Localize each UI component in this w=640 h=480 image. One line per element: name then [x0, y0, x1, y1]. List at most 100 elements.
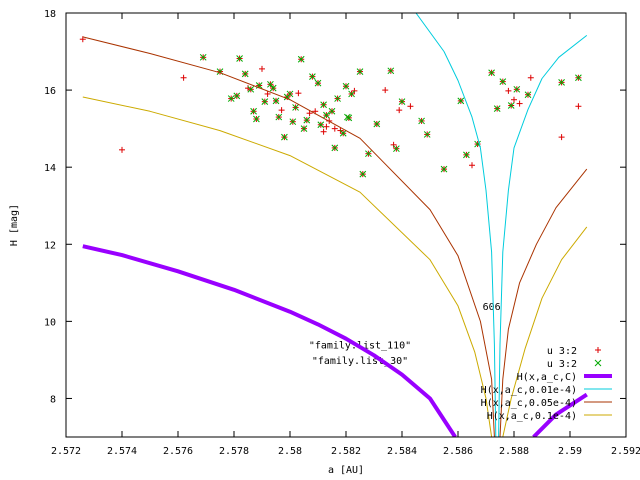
data-point-d2 — [513, 85, 521, 93]
legend-label: H(x,a_c,0.05e-4) — [481, 398, 577, 409]
plot-area — [79, 13, 588, 437]
x-tick-label: 2.586 — [443, 446, 473, 457]
data-point-d2 — [247, 85, 255, 93]
data-point — [396, 107, 403, 114]
data-point — [407, 103, 414, 110]
data-point — [511, 96, 517, 103]
data-point-d2 — [457, 97, 465, 105]
data-point-d2 — [286, 90, 294, 98]
data-point — [303, 116, 311, 124]
data-point — [320, 128, 327, 135]
series-1 — [199, 53, 582, 178]
data-point-d2 — [499, 78, 507, 85]
data-point — [382, 87, 389, 94]
data-point-d2 — [348, 90, 355, 98]
data-point — [440, 165, 448, 173]
x-tick-label: 2.592 — [611, 446, 640, 457]
data-point-d2 — [524, 91, 532, 99]
data-point — [331, 125, 338, 132]
plot-frame — [65, 12, 627, 438]
data-point — [356, 68, 364, 75]
series-4 — [82, 36, 588, 437]
data-point — [323, 111, 330, 119]
data-point — [595, 347, 601, 353]
data-point — [286, 90, 294, 98]
data-point — [527, 74, 534, 81]
data-point — [575, 74, 582, 82]
data-point-d2 — [236, 55, 243, 62]
x-tick-label: 2.58 — [278, 446, 302, 457]
annotation-label: 606 — [483, 302, 501, 313]
series-line — [499, 168, 588, 437]
data-point-d2 — [303, 116, 311, 124]
series-5 — [82, 96, 588, 437]
data-point — [264, 90, 271, 97]
data-point — [281, 133, 288, 141]
x-tick-label: 2.588 — [499, 446, 529, 457]
data-point — [292, 104, 299, 111]
data-point-d2 — [507, 102, 515, 109]
data-point — [250, 107, 257, 115]
data-point-d2 — [359, 170, 367, 178]
data-point-d2 — [440, 165, 448, 173]
data-point-d2 — [250, 107, 257, 115]
y-tick-label: 14 — [44, 163, 56, 174]
data-point — [236, 55, 243, 62]
data-point — [342, 82, 350, 90]
data-point — [297, 55, 305, 63]
data-point-d2 — [488, 69, 495, 77]
data-point — [463, 151, 470, 159]
y-tick-label: 12 — [44, 240, 56, 251]
data-point — [334, 95, 341, 102]
data-point — [320, 101, 327, 109]
data-point — [393, 145, 400, 153]
data-point — [259, 65, 265, 72]
data-point-d2 — [423, 131, 431, 138]
data-point-d2 — [281, 133, 288, 141]
data-point — [331, 144, 339, 152]
data-point — [278, 107, 285, 114]
data-point — [499, 78, 507, 85]
data-point-d2 — [272, 97, 280, 105]
data-point — [267, 80, 274, 88]
data-point-d2 — [323, 111, 330, 119]
data-point — [373, 120, 381, 128]
data-point-d2 — [387, 67, 395, 75]
data-point-d2 — [199, 53, 207, 61]
data-point — [300, 125, 308, 132]
data-point-d2 — [493, 105, 501, 112]
data-point — [227, 95, 235, 102]
data-point-d2 — [575, 74, 582, 82]
data-point-d2 — [275, 113, 283, 121]
series-line — [498, 35, 588, 437]
data-point — [558, 134, 565, 141]
data-point — [317, 121, 325, 129]
data-point — [295, 90, 302, 97]
data-point — [261, 98, 269, 106]
data-point-d2 — [373, 120, 381, 128]
y-tick-label: 18 — [44, 9, 56, 20]
data-point — [516, 100, 523, 107]
x-tick-label: 2.576 — [163, 446, 193, 457]
data-point-d2 — [314, 79, 322, 87]
data-point — [241, 70, 249, 78]
data-point — [269, 84, 277, 92]
legend-label: H(x,a_c,C) — [517, 372, 577, 383]
data-point-d2 — [267, 80, 274, 88]
series-0 — [79, 36, 582, 178]
x-tick-label: 2.584 — [387, 446, 417, 457]
data-point — [524, 91, 532, 99]
data-point — [513, 85, 521, 93]
data-point — [505, 87, 512, 94]
data-point — [233, 92, 241, 100]
data-point-d2 — [233, 92, 241, 100]
x-tick-label: 2.572 — [51, 446, 81, 457]
y-tick-label: 10 — [44, 317, 56, 328]
x-tick-label: 2.59 — [558, 446, 582, 457]
data-point-d2 — [300, 125, 308, 132]
data-point — [365, 150, 372, 158]
x-tick-label: 2.578 — [219, 446, 249, 457]
data-point — [594, 359, 602, 367]
data-point-d2 — [297, 55, 305, 63]
